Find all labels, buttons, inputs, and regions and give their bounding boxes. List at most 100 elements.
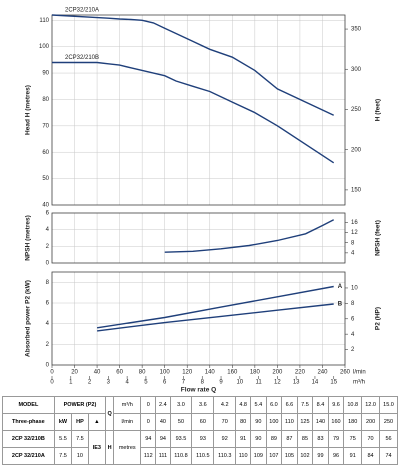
x-tick-label: 100	[160, 370, 171, 376]
cell: 125	[296, 413, 314, 431]
cell: 7.5	[53, 447, 73, 465]
x-tick-label: 80	[139, 370, 146, 376]
cell: 107	[265, 447, 283, 465]
curve	[96, 285, 334, 329]
y2-axis-label: H (feet)	[375, 99, 382, 121]
cell: 6.6	[281, 396, 298, 414]
y-tick-label: 100	[39, 44, 50, 50]
cell: 100	[265, 413, 283, 431]
x2-tick-label: 7	[182, 380, 186, 386]
x2-tick-label: 11	[255, 380, 262, 386]
y-tick-label: 70	[42, 123, 49, 129]
x2-unit: m³/h	[353, 380, 365, 386]
data-table: MODEL POWER (P2) Q m³/h 0 2.4 3.0 3.6 4.2 4.8…	[2, 396, 398, 465]
x-tick-label: 200	[272, 370, 283, 376]
y-tick-label: 8	[46, 280, 50, 286]
cell: 94	[140, 430, 157, 448]
cell: 160	[327, 413, 345, 431]
cell: 105	[281, 447, 298, 465]
y2-tick-label: 4	[351, 250, 355, 256]
cell: 84	[361, 447, 380, 465]
y2-tick-label: 2	[351, 347, 355, 353]
y2-tick-label: 8	[351, 301, 355, 307]
y2-tick-label: 300	[351, 67, 362, 73]
cell: 90	[250, 430, 267, 448]
cell: 12.0	[361, 396, 380, 414]
x2-tick-label: 3	[107, 380, 111, 386]
cell: 10	[71, 447, 89, 465]
cell: 80	[235, 413, 252, 431]
cell: 87	[281, 430, 298, 448]
cell: 7.5	[71, 430, 89, 448]
cell: 2.4	[155, 396, 171, 414]
cell: 112	[140, 447, 157, 465]
y-tick-label: 2	[46, 244, 50, 250]
y2-tick-label: 350	[351, 27, 362, 33]
y2-tick-label: 200	[351, 147, 362, 153]
y-tick-label: 40	[42, 203, 49, 209]
x2-tick-label: 14	[312, 380, 319, 386]
x2-tick-label: 8	[201, 380, 205, 386]
cell: MODEL	[2, 396, 55, 414]
cell: IE3	[87, 430, 107, 465]
cell: 3.6	[191, 396, 215, 414]
cell: 15.0	[379, 396, 398, 414]
cell: 85	[296, 430, 314, 448]
plot-frame	[51, 14, 346, 206]
x-tick-label: 20	[71, 370, 78, 376]
cell: 4.2	[213, 396, 237, 414]
cell: 7.5	[296, 396, 314, 414]
x-tick-label: 220	[295, 370, 306, 376]
y-tick-label: 90	[42, 71, 49, 77]
cell: 2CP 32/210A	[2, 447, 55, 465]
y-tick-label: 2	[46, 342, 50, 348]
x-tick-label: 140	[205, 370, 216, 376]
x2-tick-label: 5	[144, 380, 148, 386]
cell: 70	[361, 430, 380, 448]
cell: 93	[191, 430, 215, 448]
x-tick-label: 180	[250, 370, 261, 376]
cell: 74	[379, 447, 398, 465]
curve	[52, 61, 335, 164]
cell: 89	[265, 430, 283, 448]
y2-axis-label: P2 (HP)	[375, 307, 382, 330]
cell: Q	[105, 396, 115, 431]
x-tick-label: 40	[94, 370, 101, 376]
y-tick-label: 50	[42, 176, 49, 182]
cell: 75	[343, 430, 363, 448]
plot-frame	[51, 212, 346, 264]
cell: HP	[71, 413, 89, 431]
cell: m³/h	[113, 396, 142, 414]
plot-frame	[51, 271, 346, 366]
curve-label: B	[338, 302, 343, 308]
cell: 40	[155, 413, 171, 431]
y-tick-label: 4	[46, 227, 50, 233]
cell: 5.5	[53, 430, 73, 448]
cell: 4.8	[235, 396, 252, 414]
cell: H	[105, 430, 115, 465]
curve-label: 2CP32/210A	[65, 8, 99, 14]
y2-tick-label: 4	[351, 332, 355, 338]
cell: 91	[343, 447, 363, 465]
cell: 5.4	[250, 396, 267, 414]
x-tick-label: 0	[50, 370, 54, 376]
cell: 102	[296, 447, 314, 465]
cell: 110	[281, 413, 298, 431]
y-axis-label: NPSH (metres)	[25, 215, 32, 261]
x2-tick-label: 4	[125, 380, 129, 386]
y-tick-label: 0	[46, 261, 50, 267]
y-tick-label: 60	[42, 150, 49, 156]
cell: 93.5	[169, 430, 193, 448]
cell: 0	[140, 396, 157, 414]
cell: 94	[155, 430, 171, 448]
cell: l/min	[113, 413, 142, 431]
y2-tick-label: 12	[351, 230, 358, 236]
x-tick-label: 260	[340, 370, 351, 376]
y2-axis-label: NPSH (feet)	[375, 220, 382, 256]
cell: 3.0	[169, 396, 193, 414]
cell: 8.4	[312, 396, 329, 414]
x-tick-label: 60	[116, 370, 123, 376]
y-tick-label: 4	[46, 321, 50, 327]
cell: 2CP 32/210B	[2, 430, 55, 448]
